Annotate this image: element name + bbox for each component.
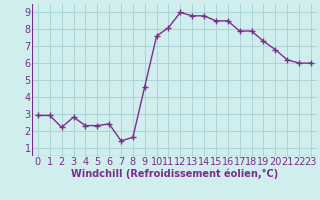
X-axis label: Windchill (Refroidissement éolien,°C): Windchill (Refroidissement éolien,°C) bbox=[71, 169, 278, 179]
